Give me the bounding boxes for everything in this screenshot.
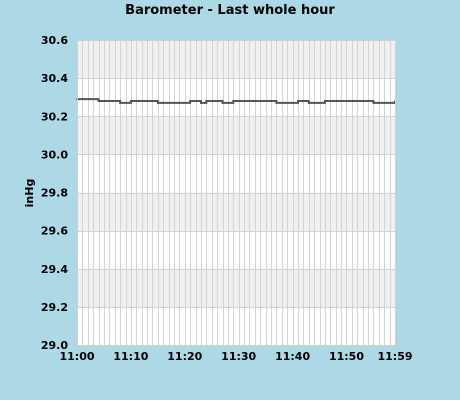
data-point	[324, 100, 326, 102]
data-point	[227, 102, 229, 104]
y-tick-label: 30.0	[41, 148, 68, 161]
plot-band	[77, 154, 395, 193]
series-line	[77, 98, 396, 104]
y-tick-label: 29.8	[41, 187, 68, 200]
y-tick-label: 29.6	[41, 225, 68, 238]
data-point	[264, 100, 267, 102]
data-point	[372, 102, 375, 104]
data-point	[297, 100, 299, 102]
data-point	[291, 102, 294, 104]
data-point	[200, 102, 202, 104]
data-point	[377, 102, 380, 104]
data-point	[156, 102, 159, 104]
data-point	[216, 100, 219, 102]
data-point	[167, 102, 170, 104]
data-point	[113, 100, 116, 102]
data-point	[183, 102, 186, 104]
data-point	[280, 102, 283, 104]
plot-border	[77, 40, 396, 346]
data-point	[135, 100, 138, 102]
data-point	[307, 102, 310, 104]
data-point	[205, 100, 208, 102]
y-tick-label: 29.4	[41, 263, 68, 276]
y-tick-label: 30.6	[41, 34, 68, 47]
data-point	[383, 102, 386, 104]
data-point	[345, 100, 348, 102]
x-tick-label: 11:20	[167, 350, 202, 363]
data-point	[194, 100, 197, 102]
data-point	[178, 102, 181, 104]
data-point	[356, 100, 359, 102]
x-tick-label: 11:10	[113, 350, 148, 363]
data-point	[210, 100, 213, 102]
plot-band	[77, 40, 395, 79]
data-point	[103, 100, 105, 102]
data-point	[302, 100, 305, 102]
plot-band	[77, 230, 395, 269]
data-point	[388, 102, 391, 104]
data-point	[340, 100, 343, 102]
data-point	[86, 98, 89, 100]
data-point	[334, 100, 337, 102]
data-point	[140, 100, 143, 102]
data-point	[232, 100, 235, 102]
data-point	[350, 100, 353, 102]
data-point	[81, 98, 84, 100]
x-tick-label: 11:30	[221, 350, 256, 363]
data-point	[97, 100, 100, 102]
data-point	[162, 102, 165, 104]
plot-band	[77, 192, 395, 231]
data-point	[313, 102, 316, 104]
data-point	[124, 102, 127, 104]
data-point	[92, 98, 95, 100]
data-point	[243, 100, 245, 102]
data-point	[275, 102, 278, 104]
data-point	[189, 100, 192, 102]
plot-band	[77, 78, 395, 117]
data-point	[151, 100, 154, 102]
data-point	[221, 102, 224, 104]
y-axis-label: inHg	[23, 179, 36, 208]
y-tick-label: 29.2	[41, 301, 68, 314]
data-point	[361, 100, 364, 102]
data-point	[286, 102, 289, 104]
plot-band	[77, 306, 395, 345]
data-point	[146, 100, 148, 102]
y-tick-label: 29.0	[41, 339, 68, 352]
x-tick-label: 11:00	[59, 350, 94, 363]
data-point	[253, 100, 256, 102]
plot-band	[77, 116, 395, 155]
data-point	[119, 102, 122, 104]
data-point	[318, 102, 321, 104]
x-tick-label: 11:50	[329, 350, 364, 363]
data-point	[367, 100, 369, 102]
plot-band	[77, 268, 395, 307]
y-tick-label: 30.2	[41, 110, 68, 123]
data-point	[129, 100, 132, 102]
chart-title: Barometer - Last whole hour	[125, 3, 335, 18]
y-tick-label: 30.4	[41, 72, 68, 85]
data-point	[270, 100, 272, 102]
x-tick-label: 11:59	[377, 350, 412, 363]
data-point	[173, 102, 175, 104]
data-point	[108, 100, 111, 102]
data-point	[237, 100, 240, 102]
data-point	[259, 100, 262, 102]
x-tick-label: 11:40	[275, 350, 310, 363]
data-point	[248, 100, 251, 102]
data-point	[329, 100, 332, 102]
